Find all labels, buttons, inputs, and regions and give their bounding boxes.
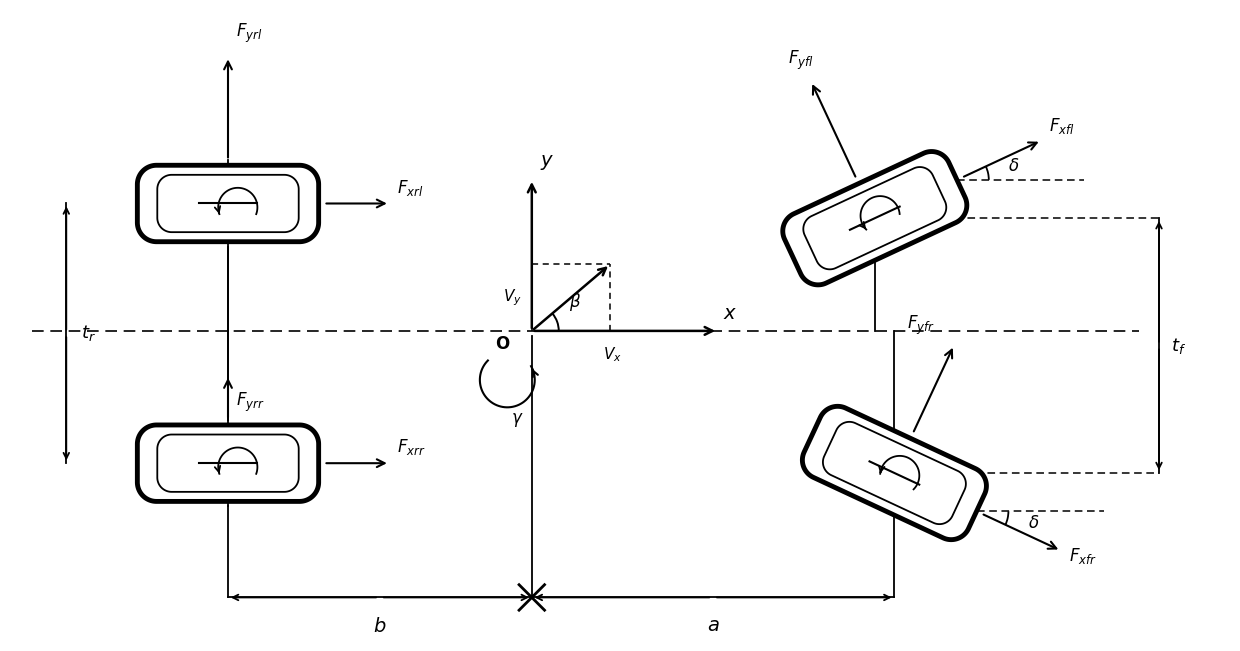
- Polygon shape: [157, 434, 299, 492]
- Polygon shape: [804, 167, 946, 270]
- Text: $\gamma$: $\gamma$: [511, 411, 523, 429]
- Text: $a$: $a$: [707, 617, 719, 635]
- Text: $F_{xfl}$: $F_{xfl}$: [1049, 116, 1075, 135]
- Text: $\beta$: $\beta$: [569, 291, 582, 313]
- Text: $t_r$: $t_r$: [81, 324, 95, 343]
- Text: $V_x$: $V_x$: [603, 346, 621, 365]
- Polygon shape: [782, 152, 967, 285]
- Text: $t_f$: $t_f$: [1171, 335, 1185, 355]
- Text: $F_{xrl}$: $F_{xrl}$: [397, 178, 423, 198]
- Text: $\delta$: $\delta$: [1008, 158, 1019, 175]
- Polygon shape: [823, 422, 966, 524]
- Text: $\delta$: $\delta$: [1028, 515, 1039, 533]
- Text: $V_y$: $V_y$: [503, 287, 522, 308]
- Text: $F_{yfr}$: $F_{yfr}$: [906, 314, 935, 337]
- Polygon shape: [138, 165, 319, 242]
- Polygon shape: [138, 425, 319, 501]
- Text: $x$: $x$: [723, 305, 737, 323]
- Text: $F_{xrr}$: $F_{xrr}$: [397, 437, 425, 457]
- Text: $b$: $b$: [373, 617, 387, 636]
- Text: $\bf{O}$: $\bf{O}$: [495, 336, 510, 353]
- Text: $F_{yrr}$: $F_{yrr}$: [236, 391, 264, 414]
- Polygon shape: [802, 406, 986, 540]
- Text: $F_{yfl}$: $F_{yfl}$: [789, 48, 815, 72]
- Text: $y$: $y$: [539, 153, 554, 172]
- Text: $F_{xfr}$: $F_{xfr}$: [1069, 546, 1096, 566]
- Polygon shape: [157, 175, 299, 232]
- Text: $F_{yrl}$: $F_{yrl}$: [236, 21, 262, 45]
